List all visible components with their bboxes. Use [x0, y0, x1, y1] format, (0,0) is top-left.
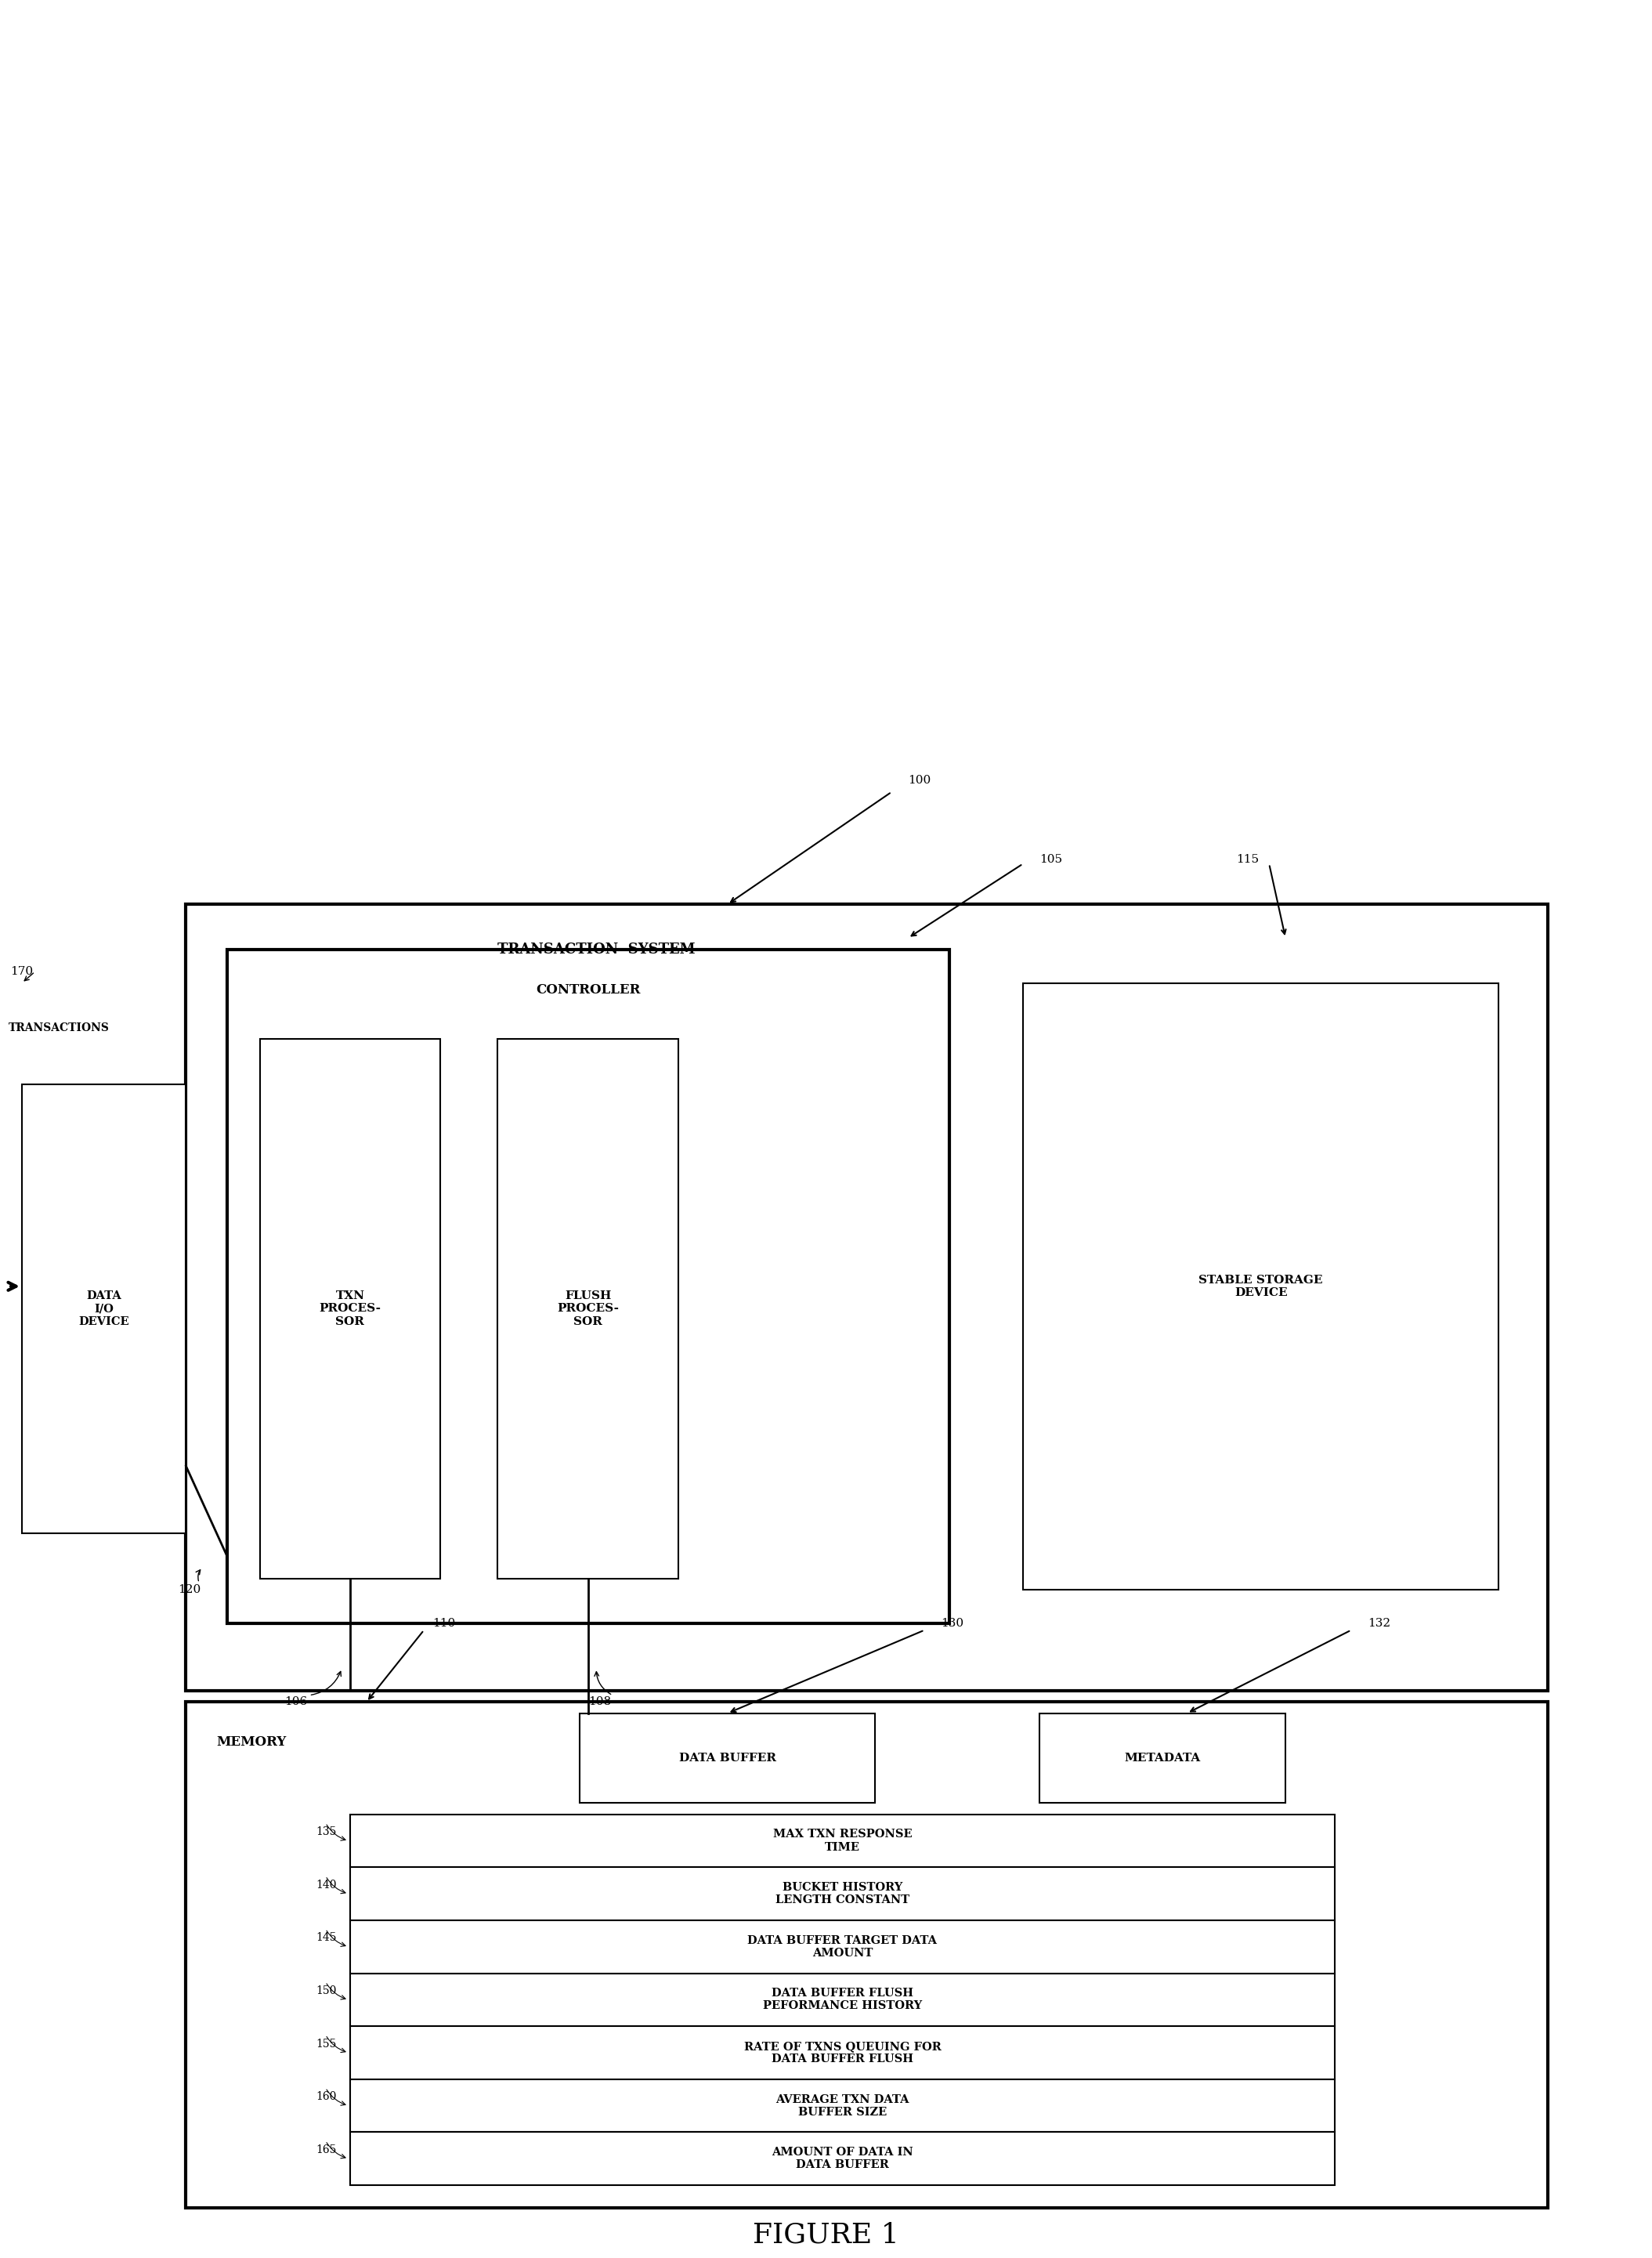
Text: 106: 106	[284, 1696, 307, 1707]
Text: DATA
I/O
DEVICE: DATA I/O DEVICE	[79, 1292, 129, 1328]
Text: 160: 160	[316, 2091, 337, 2102]
Text: 140: 140	[316, 1879, 337, 1890]
Text: BUCKET HISTORY
LENGTH CONSTANT: BUCKET HISTORY LENGTH CONSTANT	[775, 1881, 910, 1906]
Bar	[497, 1039, 679, 1578]
Bar	[350, 1919, 1335, 1973]
Bar	[226, 948, 950, 1624]
Text: METADATA: METADATA	[1125, 1752, 1201, 1763]
Text: FIGURE 1: FIGURE 1	[753, 2222, 899, 2249]
Text: 155: 155	[316, 2039, 337, 2050]
Text: FLUSH
PROCES-
SOR: FLUSH PROCES- SOR	[557, 1292, 620, 1328]
Bar	[350, 2080, 1335, 2132]
Text: MEMORY: MEMORY	[216, 1736, 286, 1750]
Text: DATA BUFFER TARGET DATA
AMOUNT: DATA BUFFER TARGET DATA AMOUNT	[748, 1935, 937, 1958]
Text: 130: 130	[942, 1619, 963, 1628]
Text: 100: 100	[909, 774, 932, 786]
Text: 105: 105	[1039, 854, 1062, 865]
Text: DATA BUFFER FLUSH
PEFORMANCE HISTORY: DATA BUFFER FLUSH PEFORMANCE HISTORY	[763, 1987, 922, 2012]
Text: 165: 165	[316, 2145, 337, 2154]
Bar	[187, 903, 1548, 1691]
Text: 135: 135	[316, 1827, 337, 1838]
Text: MAX TXN RESPONSE
TIME: MAX TXN RESPONSE TIME	[773, 1829, 912, 1852]
Text: AVERAGE TXN DATA
BUFFER SIZE: AVERAGE TXN DATA BUFFER SIZE	[776, 2093, 909, 2118]
Text: 110: 110	[433, 1619, 454, 1628]
Bar	[350, 2132, 1335, 2186]
Bar	[350, 1815, 1335, 1867]
Bar	[1039, 1714, 1285, 1804]
Bar	[21, 1084, 187, 1533]
Text: 132: 132	[1368, 1619, 1391, 1628]
Text: 145: 145	[316, 1933, 337, 1944]
Text: RATE OF TXNS QUEUING FOR
DATA BUFFER FLUSH: RATE OF TXNS QUEUING FOR DATA BUFFER FLU…	[743, 2041, 942, 2064]
Text: STABLE STORAGE
DEVICE: STABLE STORAGE DEVICE	[1199, 1274, 1323, 1298]
Bar	[580, 1714, 876, 1804]
Text: 115: 115	[1236, 854, 1259, 865]
Text: 120: 120	[178, 1585, 200, 1594]
Text: TXN
PROCES-
SOR: TXN PROCES- SOR	[319, 1292, 382, 1328]
Text: TRANSACTION  SYSTEM: TRANSACTION SYSTEM	[497, 942, 695, 957]
Bar	[350, 1867, 1335, 1919]
Text: TRANSACTIONS: TRANSACTIONS	[8, 1023, 109, 1034]
Bar	[350, 2025, 1335, 2080]
Text: AMOUNT OF DATA IN
DATA BUFFER: AMOUNT OF DATA IN DATA BUFFER	[771, 2147, 914, 2170]
Bar	[350, 1973, 1335, 2025]
Text: 108: 108	[588, 1696, 611, 1707]
Text: 150: 150	[316, 1985, 337, 1996]
Bar	[187, 1703, 1548, 2208]
Text: 170: 170	[10, 966, 33, 978]
Text: DATA BUFFER: DATA BUFFER	[679, 1752, 776, 1763]
Bar	[1023, 982, 1498, 1590]
Bar	[259, 1039, 441, 1578]
Text: CONTROLLER: CONTROLLER	[535, 982, 641, 996]
